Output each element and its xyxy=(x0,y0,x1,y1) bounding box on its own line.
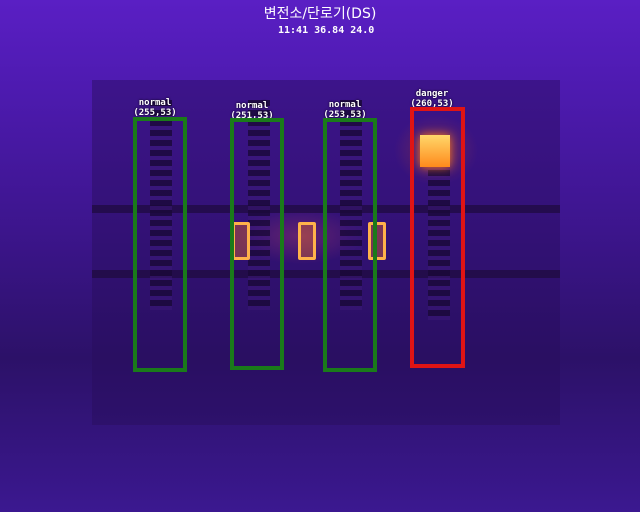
time-temperature-readout: 11:41 36.84 24.0 xyxy=(278,25,374,36)
detection-status: normal xyxy=(310,100,380,110)
detection-box-normal[interactable] xyxy=(230,118,284,370)
detection-status: danger xyxy=(397,89,467,99)
detection-status: normal xyxy=(217,101,287,111)
detection-label: danger (260,53) xyxy=(397,89,467,109)
detection-box-danger[interactable] xyxy=(410,107,465,368)
hotspot xyxy=(298,222,316,260)
detection-box-normal[interactable] xyxy=(323,118,377,372)
detection-status: normal xyxy=(120,98,190,108)
detection-label: normal (255,53) xyxy=(120,98,190,118)
detection-label: normal (253,53) xyxy=(310,100,380,120)
detection-box-normal[interactable] xyxy=(133,117,187,372)
page-title: 변전소/단로기(DS) xyxy=(0,3,640,23)
